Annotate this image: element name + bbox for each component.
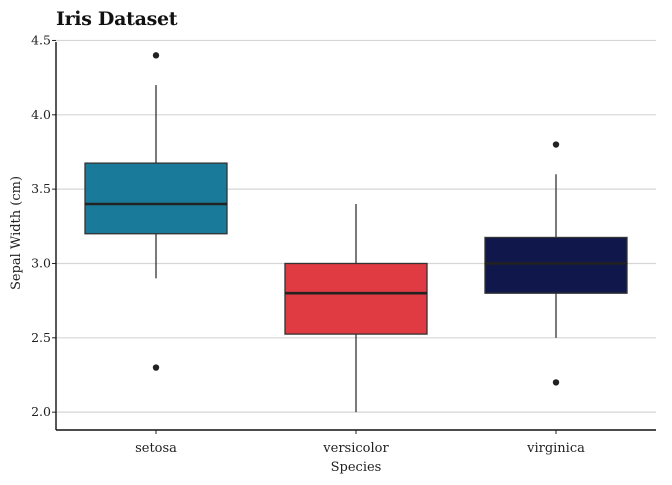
- outlier-point: [152, 364, 160, 371]
- x-tick-label: setosa: [135, 441, 177, 456]
- outlier-point: [152, 52, 160, 59]
- box-versicolor: [284, 262, 428, 335]
- y-tick-label: 2.0: [31, 404, 51, 419]
- x-axis-label: Species: [331, 460, 382, 475]
- y-tick-label: 3.5: [31, 181, 51, 196]
- box-setosa: [84, 162, 228, 235]
- outlier-point: [552, 141, 560, 148]
- x-tick-label: virginica: [526, 441, 585, 456]
- chart-title: Iris Dataset: [56, 8, 178, 30]
- outlier-point: [552, 379, 560, 386]
- y-tick-label: 2.5: [31, 330, 51, 345]
- y-tick-label: 4.5: [31, 32, 51, 47]
- y-tick-label: 4.0: [31, 107, 51, 122]
- y-axis-label: Sepal Width (cm): [9, 176, 24, 290]
- x-tick-label: versicolor: [322, 441, 389, 456]
- y-tick-label: 3.0: [31, 255, 51, 270]
- box-virginica: [484, 236, 628, 294]
